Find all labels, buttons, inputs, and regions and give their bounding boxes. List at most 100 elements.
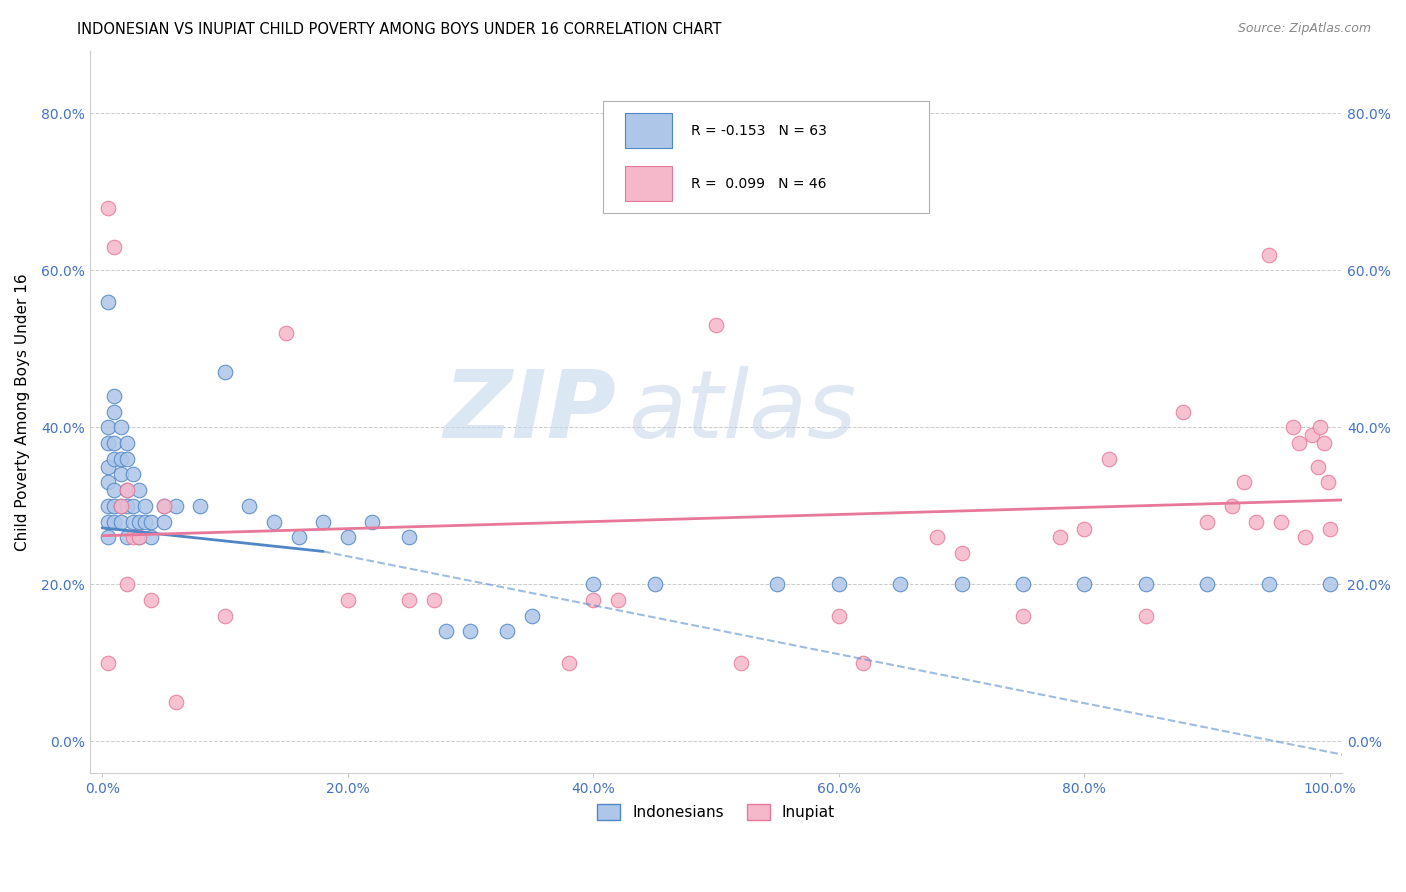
- FancyBboxPatch shape: [603, 101, 929, 213]
- Point: [1309, 420, 1331, 434]
- Point: [103, 436, 125, 450]
- Point: [1282, 420, 1305, 434]
- Point: [287, 530, 309, 544]
- Point: [889, 577, 911, 591]
- Point: [644, 577, 666, 591]
- Point: [950, 546, 973, 560]
- Point: [103, 389, 125, 403]
- Point: [434, 624, 457, 639]
- Point: [97, 499, 120, 513]
- Point: [1270, 515, 1292, 529]
- Point: [97, 459, 120, 474]
- Point: [165, 695, 187, 709]
- Text: atlas: atlas: [628, 367, 856, 458]
- Point: [214, 608, 236, 623]
- Point: [97, 420, 120, 434]
- Point: [1246, 515, 1268, 529]
- Point: [115, 483, 138, 498]
- Point: [1288, 436, 1310, 450]
- Point: [1319, 577, 1341, 591]
- Point: [103, 499, 125, 513]
- Point: [1220, 499, 1243, 513]
- Text: R = -0.153   N = 63: R = -0.153 N = 63: [690, 124, 827, 138]
- Point: [103, 483, 125, 498]
- Point: [103, 515, 125, 529]
- Point: [828, 608, 851, 623]
- Text: Source: ZipAtlas.com: Source: ZipAtlas.com: [1237, 22, 1371, 36]
- Point: [1313, 436, 1336, 450]
- Point: [110, 420, 132, 434]
- Point: [557, 656, 579, 670]
- Point: [128, 515, 150, 529]
- Point: [1049, 530, 1071, 544]
- Point: [103, 405, 125, 419]
- Point: [97, 201, 120, 215]
- Legend: Indonesians, Inupiat: Indonesians, Inupiat: [591, 798, 841, 827]
- Point: [97, 294, 120, 309]
- Point: [97, 436, 120, 450]
- Point: [1197, 515, 1219, 529]
- Point: [188, 499, 211, 513]
- Point: [1316, 475, 1339, 490]
- Point: [1073, 577, 1095, 591]
- Bar: [624, 166, 672, 201]
- Point: [582, 593, 605, 607]
- Point: [1135, 608, 1157, 623]
- Point: [1197, 577, 1219, 591]
- Point: [103, 451, 125, 466]
- Text: ZIP: ZIP: [443, 366, 616, 458]
- Point: [1294, 530, 1316, 544]
- Point: [496, 624, 519, 639]
- Point: [1306, 459, 1329, 474]
- Point: [97, 656, 120, 670]
- Point: [121, 515, 143, 529]
- Point: [152, 499, 174, 513]
- Point: [336, 593, 359, 607]
- Point: [141, 530, 163, 544]
- Point: [97, 530, 120, 544]
- Point: [128, 530, 150, 544]
- Point: [128, 483, 150, 498]
- Point: [1233, 475, 1256, 490]
- Point: [1012, 608, 1035, 623]
- Point: [1257, 577, 1279, 591]
- Point: [398, 593, 420, 607]
- Point: [1301, 428, 1323, 442]
- Point: [276, 326, 298, 341]
- Point: [312, 515, 335, 529]
- Point: [263, 515, 285, 529]
- Point: [1319, 523, 1341, 537]
- Point: [121, 467, 143, 482]
- Point: [115, 530, 138, 544]
- Point: [165, 499, 187, 513]
- Point: [460, 624, 482, 639]
- Point: [110, 499, 132, 513]
- Point: [1098, 451, 1121, 466]
- Point: [103, 240, 125, 254]
- Point: [1257, 248, 1279, 262]
- Point: [766, 577, 789, 591]
- Point: [110, 499, 132, 513]
- Point: [1135, 577, 1157, 591]
- Point: [115, 451, 138, 466]
- Point: [925, 530, 948, 544]
- Point: [110, 515, 132, 529]
- Point: [152, 515, 174, 529]
- Point: [520, 608, 543, 623]
- Point: [121, 530, 143, 544]
- Point: [97, 475, 120, 490]
- Point: [361, 515, 384, 529]
- Point: [115, 436, 138, 450]
- Point: [214, 366, 236, 380]
- Text: INDONESIAN VS INUPIAT CHILD POVERTY AMONG BOYS UNDER 16 CORRELATION CHART: INDONESIAN VS INUPIAT CHILD POVERTY AMON…: [77, 22, 721, 37]
- Point: [97, 515, 120, 529]
- Point: [422, 593, 444, 607]
- Point: [134, 515, 156, 529]
- Y-axis label: Child Poverty Among Boys Under 16: Child Poverty Among Boys Under 16: [15, 273, 30, 550]
- Point: [134, 499, 156, 513]
- Point: [1012, 577, 1035, 591]
- Point: [115, 577, 138, 591]
- Point: [121, 499, 143, 513]
- Point: [852, 656, 875, 670]
- Text: R =  0.099   N = 46: R = 0.099 N = 46: [690, 177, 827, 191]
